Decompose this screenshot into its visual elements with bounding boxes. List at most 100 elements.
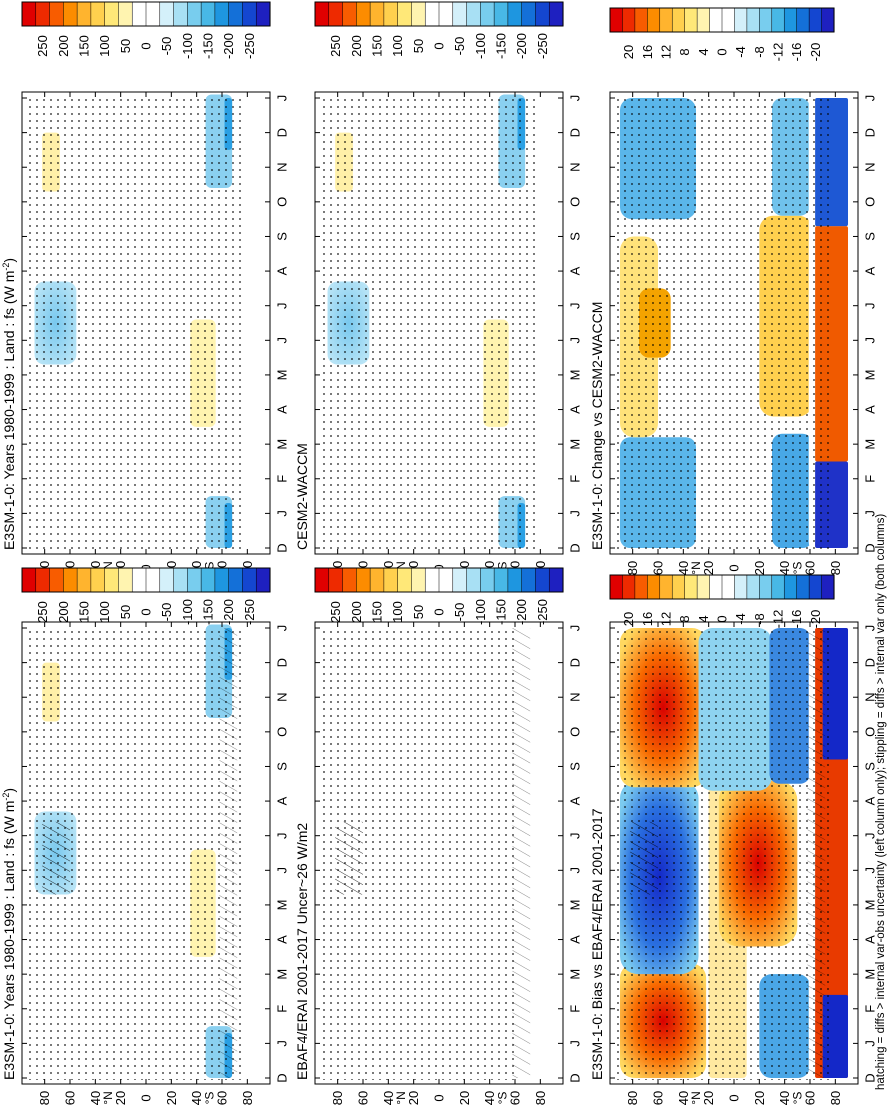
- colorbar-label: 16: [640, 612, 655, 626]
- colorbar-swatch: [480, 1, 495, 27]
- panel-model-top-left: D J F M A M J J A S O N D J 80 60 40 20 0 20 40 60 80 °N °S E3SM-…: [1, 621, 290, 1105]
- month-tick-label: D: [275, 543, 290, 552]
- month-tick-label: J: [863, 337, 878, 344]
- cb-abs-mid-left: 250 200 150 100 50 0 -50 -100 -150 -200 -250: [314, 567, 564, 625]
- panel-obs-mid-left: D J F M A M J J A S O N D J 80 60 40 20 0 20 40 60 80 °N °S EBAF4…: [294, 621, 583, 1105]
- panel-title: E3SM-1-0: Years 1980-1999 : Land : fs (W…: [1, 258, 17, 550]
- colorbar-label: -150: [201, 599, 216, 625]
- footer-note: hatching = diffs > internal var-obs unce…: [875, 514, 887, 1090]
- stipple-overlay: [614, 96, 830, 550]
- colorbar-swatch: [131, 1, 147, 27]
- lat-tick-label: 60: [803, 561, 818, 575]
- month-tick-label: O: [275, 197, 290, 207]
- colorbar-swatch: [746, 7, 760, 33]
- colorbar-label: 4: [696, 48, 711, 55]
- hemisphere-letter: °N: [689, 561, 703, 574]
- month-tick-label: S: [863, 232, 878, 241]
- lat-tick-label: 60: [356, 1091, 371, 1105]
- colorbar-swatch: [452, 1, 468, 27]
- colorbar-swatch: [255, 567, 271, 593]
- colorbar-swatch: [507, 567, 523, 593]
- colorbar-label: 200: [56, 601, 71, 623]
- month-tick-label: O: [568, 727, 583, 737]
- colorbar-swatch: [709, 7, 723, 33]
- panel-model-mid-right: DJFMAMJJASONDJ80604020020406080°N°SCESM2…: [294, 91, 583, 575]
- panel-title-text: E3SM-1-0: Change vs CESM2-WACCM: [589, 302, 605, 550]
- colorbar-label: 250: [328, 601, 343, 623]
- colorbar-label: -200: [514, 33, 529, 59]
- month-tick-label: J: [275, 302, 290, 309]
- month-tick-label: D: [568, 543, 583, 552]
- colorbar-swatch: [684, 574, 698, 600]
- colorbar-label: -250: [242, 33, 257, 59]
- month-tick-label: M: [275, 969, 290, 980]
- colorbar-label: -20: [808, 610, 823, 629]
- month-tick-label: N: [568, 693, 583, 702]
- colorbar-label: -200: [221, 599, 236, 625]
- colorbar-swatch: [383, 567, 399, 593]
- colorbar-swatch: [159, 567, 175, 593]
- colorbar-label: -16: [789, 43, 804, 62]
- colorbar-swatch: [796, 7, 810, 33]
- colorbar-swatch: [521, 1, 536, 27]
- month-tick-label: F: [275, 475, 290, 483]
- panel-title: E3SM-1-0: Change vs CESM2-WACCM: [589, 302, 605, 550]
- colorbar-swatch: [671, 574, 686, 600]
- colorbar-swatch: [104, 1, 119, 27]
- colorbar-swatch: [90, 1, 106, 27]
- month-tick-label: J: [568, 1040, 583, 1047]
- month-tick-label: J: [568, 95, 583, 102]
- month-tick-label: J: [568, 510, 583, 517]
- lat-tick-label: 80: [330, 1091, 345, 1105]
- colorbar-swatch: [466, 1, 481, 27]
- colorbar-swatch: [783, 574, 798, 600]
- lat-tick-label: 80: [625, 561, 640, 575]
- colorbar-swatch: [369, 567, 385, 593]
- colorbar-swatch: [118, 567, 133, 593]
- colorbar-swatch: [480, 567, 495, 593]
- colorbar-swatch: [821, 574, 835, 600]
- hemisphere-letter: °S: [790, 1092, 804, 1105]
- colorbar-label: 0: [432, 608, 447, 615]
- colorbar-swatch: [734, 7, 748, 33]
- colorbar-label: -200: [514, 599, 529, 625]
- hemisphere-letter: °S: [495, 1092, 509, 1105]
- colorbar-swatch: [63, 1, 78, 27]
- colorbar-label: -12: [771, 43, 786, 62]
- colorbar-label: 250: [328, 35, 343, 57]
- cb-diff-bottom-right: 20 16 12 8 4 0 -4 -8 -12 -16 -20: [609, 7, 835, 62]
- colorbar-swatch: [159, 1, 175, 27]
- cb-abs-mid-right: 250 200 150 100 50 0 -50 -100 -150 -200 -250: [314, 1, 564, 59]
- colorbar-label: 150: [77, 35, 92, 57]
- lat-tick-label: 20: [752, 1091, 767, 1105]
- month-tick-label: D: [568, 658, 583, 667]
- month-tick-label: A: [863, 796, 878, 805]
- month-tick-label: N: [275, 693, 290, 702]
- lat-tick-label: 0: [139, 1094, 154, 1101]
- colorbar-swatch: [622, 574, 636, 600]
- colorbar-swatch: [746, 574, 760, 600]
- month-tick-label: D: [863, 543, 878, 552]
- colorbar-label: 0: [432, 42, 447, 49]
- colorbar-swatch: [131, 567, 147, 593]
- panel-title: CESM2-WACCM: [294, 443, 310, 550]
- colorbar-swatch: [759, 7, 773, 33]
- colorbar-swatch: [659, 574, 673, 600]
- colorbar-label: -100: [180, 33, 195, 59]
- colorbar-swatch: [734, 574, 748, 600]
- colorbar-swatch: [438, 1, 454, 27]
- panel-title: E3SM-1-0: Bias vs EBAF4/ERAI 2001-2017: [589, 808, 605, 1080]
- colorbar-swatch: [214, 1, 230, 27]
- month-tick-label: S: [568, 762, 583, 771]
- lat-tick-label: 40: [777, 561, 792, 575]
- colorbar-label: 0: [139, 42, 154, 49]
- lat-tick-label: 80: [828, 1091, 843, 1105]
- colorbar-swatch: [145, 567, 161, 593]
- panel-title: E3SM-1-0: Years 1980-1999 : Land : fs (W…: [1, 788, 17, 1080]
- colorbar-label: 150: [370, 35, 385, 57]
- colorbar-label: -16: [789, 610, 804, 629]
- hemisphere-letter: °N: [394, 1091, 408, 1104]
- month-tick-label: A: [275, 935, 290, 944]
- colorbar-swatch: [35, 567, 51, 593]
- panel-title-close: ): [1, 788, 17, 793]
